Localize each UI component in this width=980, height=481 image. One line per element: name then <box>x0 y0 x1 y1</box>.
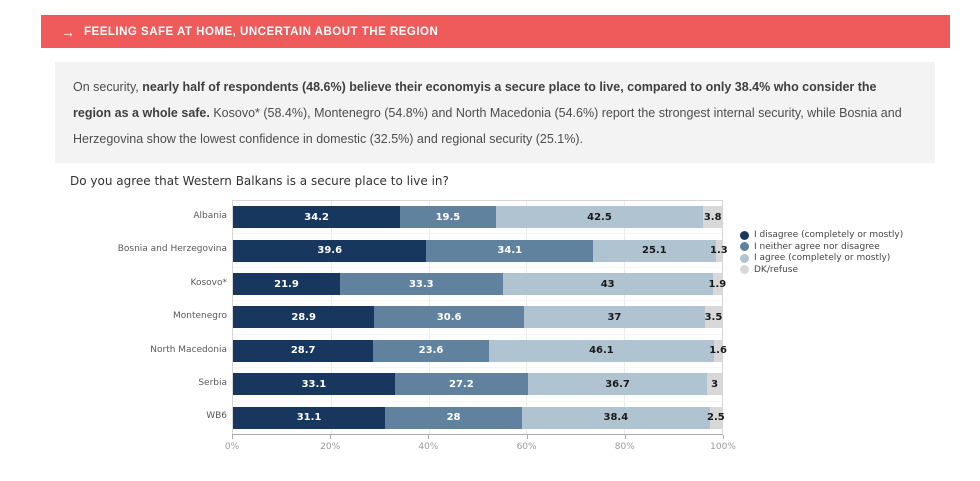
bar-segment: 28 <box>385 406 522 429</box>
stacked-bar: 31.1 28 38.4 2.5 <box>233 406 725 429</box>
summary-plain: Kosovo* (58.4%), Montenegro (54.8%) and … <box>73 106 902 146</box>
bar-segment: 19.5 <box>400 206 496 229</box>
category-label: WB6 <box>206 411 227 422</box>
bar-segment: 28.7 <box>233 339 374 362</box>
bar-row: 28.9 30.6 37 3.5 <box>233 301 722 335</box>
category-label: Montenegro <box>172 311 227 322</box>
bar-row: 28.7 23.6 46.1 1.6 <box>233 335 727 369</box>
x-axis-tick <box>624 435 626 439</box>
plot-area: 34.2 19.5 42.5 3.8 39.6 34.1 25.1 1.3 21.9 33.3 43… <box>232 200 728 434</box>
legend-label: I neither agree nor disagree <box>754 241 880 252</box>
bar-segment: 33.1 <box>233 373 395 396</box>
stacked-bar: 28.9 30.6 37 3.5 <box>233 306 722 329</box>
bar-segment: 34.1 <box>426 239 594 262</box>
bar-segment: 3.5 <box>705 306 722 329</box>
stacked-bar: 34.2 19.5 42.5 3.8 <box>233 206 722 229</box>
stacked-bar: 21.9 33.3 43 1.9 <box>233 273 726 296</box>
bar-segment: 33.3 <box>339 273 503 296</box>
category-axis: Albania Bosnia and Herzegovina Kosovo* Mont… <box>90 200 227 434</box>
summary-highlight: nearly half of respondents (48.6%) belie… <box>73 80 877 120</box>
category-label: North Macedonia <box>150 344 227 355</box>
legend-item[interactable]: I neither agree nor disagree <box>740 242 903 253</box>
bar-segment: 23.6 <box>373 339 489 362</box>
bar-segment: 37 <box>523 306 705 329</box>
bar-segment: 3.8 <box>703 206 722 229</box>
category-label: Serbia <box>198 377 227 388</box>
legend-marker-icon <box>740 265 749 275</box>
bar-row: 21.9 33.3 43 1.9 <box>233 268 726 302</box>
bar-segment: 31.1 <box>233 406 386 429</box>
legend-item[interactable]: I agree (completely or mostly) <box>740 253 903 264</box>
legend-label: DK/refuse <box>754 264 799 275</box>
legend-label: I disagree (completely or mostly) <box>754 230 904 240</box>
bar-segment: 34.2 <box>233 206 401 229</box>
bar-segment: 1.3 <box>710 239 728 262</box>
bar-segment: 39.6 <box>233 239 427 262</box>
section-banner[interactable]: → FEELING SAFE AT HOME, UNCERTAIN ABOUT … <box>41 15 950 48</box>
x-axis-tick-label: 60% <box>516 442 537 452</box>
x-axis-tick-label: 80% <box>614 442 635 452</box>
category-label: Albania <box>193 210 227 221</box>
bar-segment: 25.1 <box>593 239 716 262</box>
bar-segment: 1.6 <box>709 339 727 362</box>
stacked-bar: 39.6 34.1 25.1 1.3 <box>233 239 728 262</box>
x-axis-tick <box>330 435 332 439</box>
legend: I disagree (completely or mostly) I neith… <box>740 230 903 276</box>
x-axis-tick-label: 0% <box>224 442 240 452</box>
x-axis-tick-label: 40% <box>418 442 439 452</box>
x-axis-tick <box>723 435 724 439</box>
legend-marker-icon <box>740 242 749 252</box>
bar-segment: 30.6 <box>374 306 524 329</box>
chart: Albania Bosnia and Herzegovina Kosovo* Mont… <box>0 200 980 470</box>
summary-plain: On security, <box>73 80 143 94</box>
summary-text: On security, nearly half of respondents … <box>73 80 902 146</box>
bar-segment: 21.9 <box>233 273 340 296</box>
bar-row: 34.2 19.5 42.5 3.8 <box>233 201 722 235</box>
bar-segment: 2.5 <box>707 406 725 429</box>
section-banner-title: FEELING SAFE AT HOME, UNCERTAIN ABOUT TH… <box>84 25 439 38</box>
legend-item[interactable]: I disagree (completely or mostly) <box>740 230 903 241</box>
legend-marker-icon <box>740 253 749 263</box>
x-axis-tick-label: 100% <box>710 442 736 452</box>
legend-marker-icon <box>740 230 749 240</box>
x-axis-tick <box>428 435 430 439</box>
bar-segment: 28.9 <box>233 306 375 329</box>
x-axis-tick <box>232 435 233 439</box>
legend-item[interactable]: DK/refuse <box>740 265 903 276</box>
bar-row: 33.1 27.2 36.7 3 <box>233 368 722 402</box>
chart-title: Do you agree that Western Balkans is a s… <box>70 174 449 188</box>
bar-row: 31.1 28 38.4 2.5 <box>233 402 725 434</box>
x-axis-tick <box>526 435 528 439</box>
bar-rows: 34.2 19.5 42.5 3.8 39.6 34.1 25.1 1.3 21.9 33.3 43… <box>233 201 728 434</box>
stacked-bar: 28.7 23.6 46.1 1.6 <box>233 339 727 362</box>
summary-box: On security, nearly half of respondents … <box>55 62 935 163</box>
bar-segment: 38.4 <box>521 406 710 429</box>
arrow-right-icon: → <box>61 23 75 40</box>
bar-segment: 42.5 <box>495 206 704 229</box>
bar-segment: 36.7 <box>527 373 708 396</box>
bar-segment: 43 <box>502 273 713 296</box>
category-label: Bosnia and Herzegovina <box>117 244 227 255</box>
bar-segment: 46.1 <box>488 339 715 362</box>
bar-segment: 27.2 <box>394 373 528 396</box>
bar-row: 39.6 34.1 25.1 1.3 <box>233 234 728 268</box>
stacked-bar: 33.1 27.2 36.7 3 <box>233 373 722 396</box>
legend-label: I agree (completely or mostly) <box>754 253 891 263</box>
category-label: Kosovo* <box>190 277 228 288</box>
bar-segment: 3 <box>707 373 722 396</box>
x-axis: 0% 20% 40% 60% 80% 100% <box>225 434 736 452</box>
bar-segment: 1.9 <box>709 273 726 296</box>
x-axis-tick-label: 20% <box>320 442 341 452</box>
